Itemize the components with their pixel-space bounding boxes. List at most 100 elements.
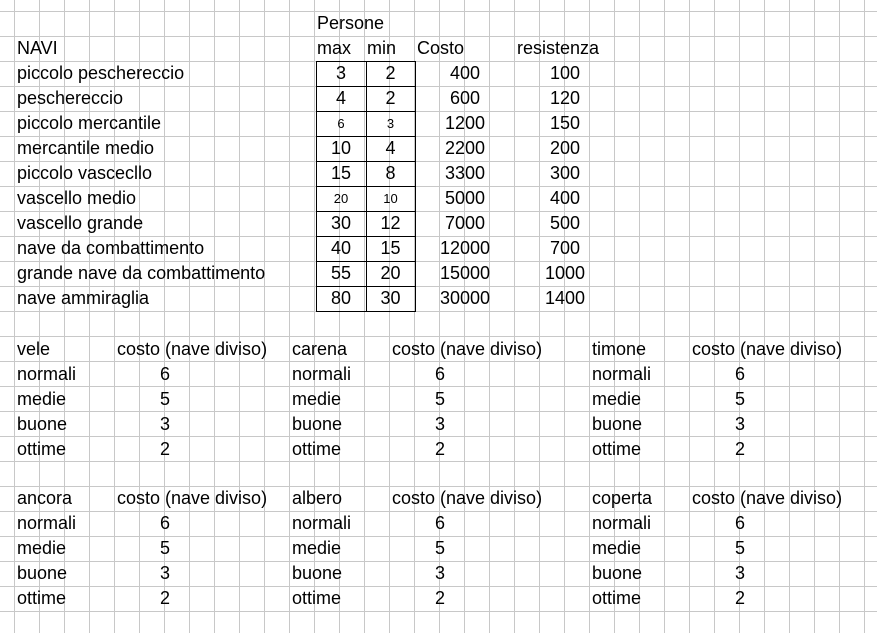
- component-cost-header: costo (nave diviso): [392, 488, 543, 508]
- ship-min: 20: [380, 263, 401, 283]
- component-title: timone: [592, 339, 647, 359]
- ship-costo: 3300: [444, 163, 486, 183]
- ship-costo: 2200: [444, 138, 486, 158]
- ship-min: 8: [385, 163, 396, 183]
- ship-min: 30: [380, 288, 401, 308]
- ship-resistenza: 400: [549, 188, 581, 208]
- component-level: medie: [592, 389, 642, 409]
- component-cost: 2: [159, 588, 170, 608]
- ship-resistenza: 100: [549, 63, 581, 83]
- component-level: ottime: [292, 439, 342, 459]
- component-level: medie: [17, 538, 67, 558]
- component-cost: 2: [434, 439, 445, 459]
- header-max: max: [317, 38, 352, 58]
- ship-resistenza: 150: [549, 113, 581, 133]
- component-cost-header: costo (nave diviso): [692, 339, 843, 359]
- component-cost: 2: [734, 439, 745, 459]
- ship-min: 2: [385, 63, 396, 83]
- ship-max: 15: [330, 163, 352, 183]
- component-level: ottime: [17, 439, 67, 459]
- component-level: ottime: [592, 439, 642, 459]
- ship-max: 40: [330, 238, 352, 258]
- component-title: albero: [292, 488, 343, 508]
- component-cost-header: costo (nave diviso): [117, 339, 268, 359]
- component-level: normali: [292, 513, 352, 533]
- ship-costo: 600: [449, 88, 481, 108]
- ship-resistenza: 300: [549, 163, 581, 183]
- ship-costo: 12000: [439, 238, 491, 258]
- ship-name: piccolo peschereccio: [17, 63, 185, 83]
- component-level: buone: [292, 563, 343, 583]
- ship-max: 4: [335, 88, 346, 108]
- ship-name: vascello grande: [17, 213, 144, 233]
- ship-resistenza: 120: [549, 88, 581, 108]
- ship-min: 2: [385, 88, 396, 108]
- component-title: carena: [292, 339, 348, 359]
- ship-name: piccolo vascecllo: [17, 163, 153, 183]
- ship-resistenza: 500: [549, 213, 581, 233]
- component-cost: 3: [434, 414, 445, 434]
- component-level: ottime: [17, 588, 67, 608]
- component-level: normali: [292, 364, 352, 384]
- ship-min: 10: [383, 191, 398, 206]
- ship-min: 15: [380, 238, 401, 258]
- component-cost: 6: [734, 513, 745, 533]
- header-costo: Costo: [417, 38, 465, 58]
- header-resistenza: resistenza: [517, 38, 600, 58]
- component-level: normali: [17, 364, 77, 384]
- component-level: medie: [592, 538, 642, 558]
- component-level: normali: [592, 513, 652, 533]
- component-cost: 2: [734, 588, 745, 608]
- component-title: ancora: [17, 488, 73, 508]
- component-cost: 6: [159, 364, 170, 384]
- component-cost: 6: [434, 513, 445, 533]
- ship-name: mercantile medio: [17, 138, 155, 158]
- ship-name: nave ammiraglia: [17, 288, 150, 308]
- component-level: buone: [592, 414, 643, 434]
- component-cost: 6: [434, 364, 445, 384]
- ship-name: piccolo mercantile: [17, 113, 162, 133]
- component-cost: 5: [734, 389, 745, 409]
- ship-costo: 5000: [444, 188, 486, 208]
- ship-max: 80: [330, 288, 352, 308]
- header-navi: NAVI: [17, 38, 58, 58]
- ship-name: vascello medio: [17, 188, 137, 208]
- component-cost: 2: [159, 439, 170, 459]
- component-level: ottime: [592, 588, 642, 608]
- component-level: ottime: [292, 588, 342, 608]
- ship-costo: 7000: [444, 213, 486, 233]
- component-cost: 6: [734, 364, 745, 384]
- component-cost: 5: [734, 538, 745, 558]
- component-cost: 2: [434, 588, 445, 608]
- component-cost: 5: [434, 538, 445, 558]
- component-cost-header: costo (nave diviso): [692, 488, 843, 508]
- component-cost-header: costo (nave diviso): [117, 488, 268, 508]
- ship-costo: 30000: [439, 288, 491, 308]
- component-cost: 3: [434, 563, 445, 583]
- component-level: medie: [17, 389, 67, 409]
- ship-max: 55: [330, 263, 352, 283]
- component-level: buone: [17, 414, 68, 434]
- ship-max: 20: [333, 191, 349, 206]
- ship-min: 12: [380, 213, 401, 233]
- component-level: buone: [292, 414, 343, 434]
- component-cost: 5: [159, 389, 170, 409]
- ship-max: 6: [337, 116, 345, 131]
- ship-max: 10: [330, 138, 352, 158]
- component-cost: 5: [434, 389, 445, 409]
- ship-resistenza: 1000: [544, 263, 586, 283]
- ship-min: 3: [386, 116, 395, 131]
- ship-resistenza: 1400: [544, 288, 586, 308]
- component-cost: 5: [159, 538, 170, 558]
- ship-name: nave da combattimento: [17, 238, 205, 258]
- ship-resistenza: 700: [549, 238, 581, 258]
- component-level: buone: [17, 563, 68, 583]
- header-min: min: [367, 38, 397, 58]
- component-title: vele: [17, 339, 51, 359]
- ship-costo: 400: [449, 63, 481, 83]
- ship-name: peschereccio: [17, 88, 124, 108]
- component-cost: 3: [734, 563, 745, 583]
- component-cost: 3: [159, 563, 170, 583]
- ship-max: 3: [335, 63, 346, 83]
- ship-costo: 15000: [439, 263, 491, 283]
